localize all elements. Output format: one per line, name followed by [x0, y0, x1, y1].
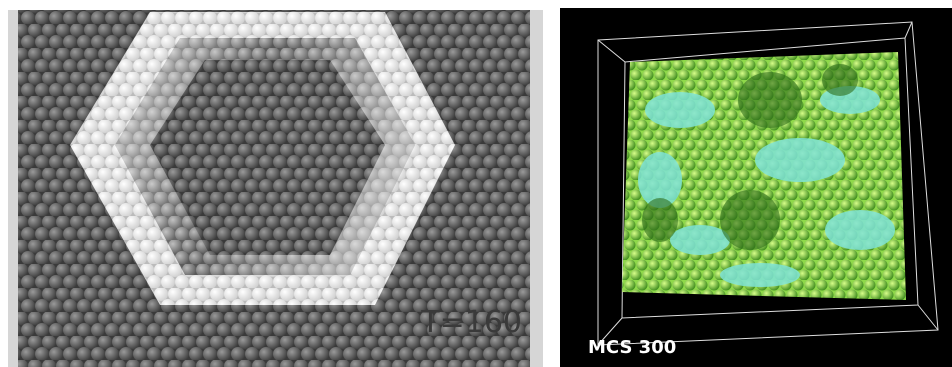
time-label: T=160 [420, 305, 522, 340]
mcs-label: MCS 300 [588, 337, 676, 358]
figure: T=160 MCS 300 [0, 0, 952, 367]
right-panel: MCS 300 [560, 8, 952, 367]
left-panel: T=160 [8, 10, 543, 367]
